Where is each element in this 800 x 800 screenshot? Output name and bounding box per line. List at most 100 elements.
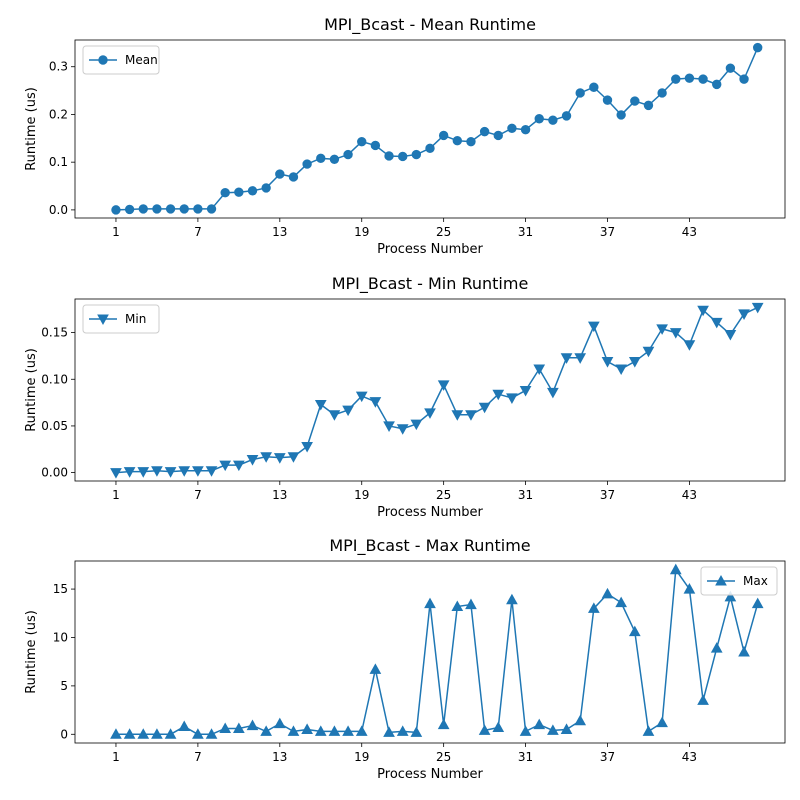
data-point <box>683 583 696 594</box>
x-tick-label: 13 <box>272 488 287 502</box>
x-axis-label: Process Number <box>377 242 483 257</box>
y-tick-label: 0.3 <box>49 60 68 74</box>
y-tick-label: 5 <box>60 679 68 693</box>
data-point <box>206 204 217 214</box>
subplot-2: MPI_Bcast - Min Runtime 1 7 13 19 25 31 37 43 0.0… <box>24 274 786 520</box>
data-point <box>302 159 312 169</box>
axes-frame <box>74 39 786 219</box>
data-point <box>234 187 244 197</box>
data-point <box>642 346 655 358</box>
x-tick-label: 43 <box>682 225 697 239</box>
data-point <box>465 598 477 610</box>
data-point <box>656 716 668 728</box>
data-point <box>520 125 531 135</box>
data-point <box>533 364 546 376</box>
data-point <box>314 725 327 736</box>
data-point <box>246 719 259 731</box>
x-tick-label: 31 <box>518 488 533 502</box>
data-point <box>138 204 148 214</box>
data-point <box>192 728 204 739</box>
chart-title: MPI_Bcast - Mean Runtime <box>324 15 536 35</box>
data-point <box>601 587 614 599</box>
data-point <box>587 321 600 333</box>
data-point <box>615 364 628 376</box>
legend: Max <box>700 566 778 596</box>
data-point <box>507 123 517 133</box>
data-point <box>370 140 381 151</box>
data-point <box>287 725 300 736</box>
data-point <box>438 130 449 141</box>
data-point <box>451 600 464 611</box>
x-tick-label: 13 <box>272 750 287 764</box>
axes-frame <box>74 298 786 482</box>
data-point <box>724 590 737 602</box>
y-axis-label: Runtime (us) <box>24 610 39 694</box>
data-point <box>110 468 122 479</box>
data-point <box>519 385 532 397</box>
data-point <box>506 593 518 605</box>
data-point <box>697 305 709 317</box>
data-point <box>628 625 641 637</box>
data-point <box>205 466 218 477</box>
x-tick-label: 37 <box>600 750 615 764</box>
data-point <box>314 399 327 411</box>
data-point <box>179 204 189 214</box>
data-point <box>534 114 544 124</box>
data-point <box>273 717 286 729</box>
data-point <box>560 723 573 734</box>
chart-title: MPI_Bcast - Max Runtime <box>329 536 530 556</box>
y-tick-label: 0.15 <box>41 326 68 340</box>
data-point <box>178 720 191 732</box>
data-point <box>164 467 177 478</box>
data-point <box>478 724 491 735</box>
data-point <box>396 725 409 736</box>
data-point <box>697 694 709 705</box>
legend: Min <box>82 304 160 334</box>
data-point <box>602 95 613 105</box>
data-point <box>124 204 135 215</box>
data-point <box>410 419 423 431</box>
data-point <box>232 460 245 472</box>
data-point <box>246 455 259 466</box>
data-point <box>355 391 368 403</box>
data-point <box>710 642 723 653</box>
data-point <box>574 353 587 364</box>
data-point <box>424 597 436 609</box>
data-point <box>478 402 491 414</box>
x-tick-label: 1 <box>112 225 120 239</box>
data-point <box>751 597 764 609</box>
data-point <box>739 74 749 84</box>
data-point <box>492 721 505 733</box>
data-point <box>355 725 368 736</box>
data-point <box>669 563 682 575</box>
x-tick-label: 37 <box>600 225 615 239</box>
data-point <box>110 728 122 739</box>
data-point <box>684 73 695 83</box>
series-line-mean <box>115 47 759 211</box>
data-point <box>369 397 382 408</box>
data-point <box>152 204 162 214</box>
x-tick-label: 31 <box>518 225 533 239</box>
data-point <box>725 63 736 73</box>
x-tick-label: 25 <box>436 225 451 239</box>
x-tick-label: 19 <box>354 750 369 764</box>
legend-marker <box>97 314 109 326</box>
data-point <box>343 149 353 160</box>
y-axis-label: Runtime (us) <box>24 348 39 432</box>
data-point <box>547 724 559 735</box>
y-tick-label: 15 <box>53 582 68 596</box>
data-point <box>165 204 176 214</box>
data-point <box>642 725 655 736</box>
data-point <box>328 410 341 421</box>
data-point <box>657 88 667 98</box>
data-point <box>342 405 354 417</box>
x-tick-label: 7 <box>194 750 202 764</box>
data-point <box>643 100 654 111</box>
data-point <box>260 725 273 736</box>
y-tick-label: 0 <box>60 727 68 741</box>
subplot-1: MPI_Bcast - Mean Runtime 1 7 13 19 25 31 37 43 0.… <box>24 15 786 257</box>
data-point <box>111 205 121 215</box>
x-axis-label: Process Number <box>377 767 483 782</box>
data-point <box>301 441 313 453</box>
